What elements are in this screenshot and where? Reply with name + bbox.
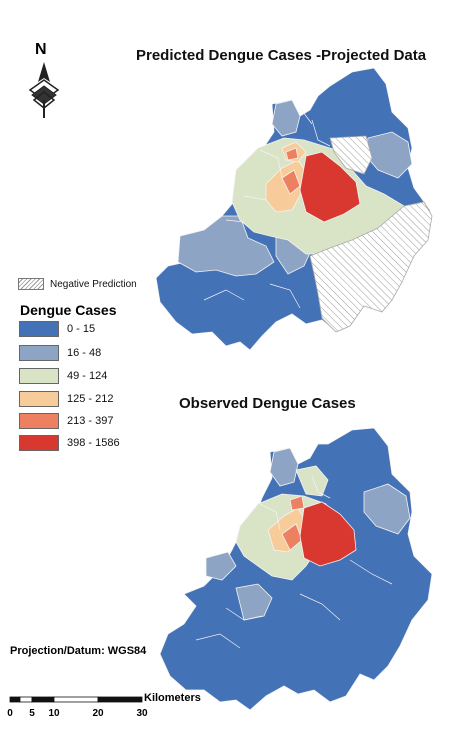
- legend-item: 398 - 1586: [19, 434, 120, 452]
- north-arrow-icon: [28, 62, 60, 118]
- scale-tick-label: 30: [136, 708, 148, 719]
- legend-swatch: [19, 391, 59, 407]
- legend-item: 0 - 15: [19, 320, 95, 338]
- predicted-district-midlow: [177, 215, 275, 277]
- observed-district-very-high: [299, 501, 357, 567]
- legend-item: 125 - 212: [19, 390, 113, 408]
- scale-tick-label: 10: [48, 708, 60, 719]
- legend-hatch-swatch: [18, 278, 44, 290]
- projection-label: Projection/Datum: WGS84: [10, 645, 147, 657]
- legend-swatch: [19, 345, 59, 361]
- predicted-dengue-map: [155, 67, 433, 351]
- legend-label: 49 - 124: [67, 370, 108, 382]
- predicted-map-title: Predicted Dengue Cases -Projected Data: [136, 47, 427, 64]
- observed-map-title: Observed Dengue Cases: [179, 395, 356, 412]
- legend-label: 213 - 397: [67, 415, 114, 427]
- scale-tick-label: 5: [29, 708, 35, 719]
- legend-swatch: [19, 435, 59, 451]
- legend-item: 213 - 397: [19, 412, 113, 430]
- legend-negative-label: Negative Prediction: [50, 278, 137, 290]
- scale-tick-label: 0: [7, 708, 13, 719]
- legend-item: 16 - 48: [19, 344, 101, 362]
- scale-unit-label: Kilometers: [144, 692, 201, 704]
- predicted-negative-area: [329, 135, 373, 175]
- legend-label: 125 - 212: [67, 393, 114, 405]
- legend-label: 398 - 1586: [67, 437, 120, 449]
- legend-negative-prediction: Negative Prediction: [18, 278, 137, 290]
- legend-swatch: [19, 321, 59, 337]
- scale-tick-label: 20: [92, 708, 104, 719]
- legend-label: 16 - 48: [67, 347, 102, 359]
- legend-title: Dengue Cases: [20, 302, 117, 318]
- scale-bar: [9, 696, 143, 703]
- north-letter: N: [35, 41, 47, 58]
- legend-label: 0 - 15: [67, 323, 96, 335]
- legend-item: 49 - 124: [19, 367, 107, 385]
- legend-swatch: [19, 368, 59, 384]
- observed-dengue-map: [159, 427, 433, 711]
- predicted-district-very-high: [299, 151, 361, 223]
- legend-swatch: [19, 413, 59, 429]
